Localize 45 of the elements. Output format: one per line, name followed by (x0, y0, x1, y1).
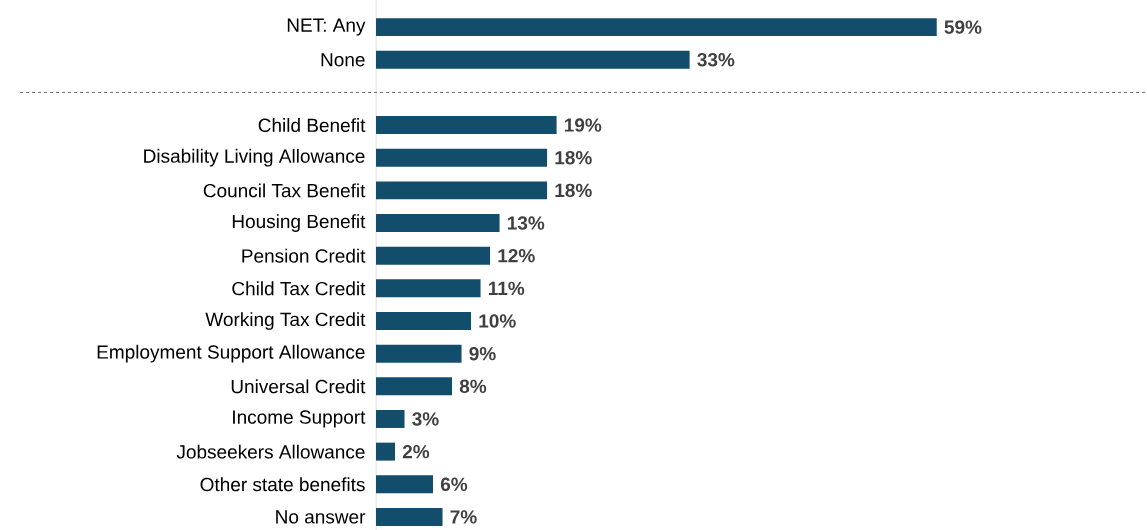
data-label: 13% (507, 216, 545, 230)
y-tick-label: Disability Living Allowance (144, 148, 365, 167)
bar (376, 475, 434, 494)
data-label: 7% (450, 510, 477, 524)
bar (376, 50, 690, 69)
y-tick-label: Universal Credit (231, 379, 366, 394)
data-label: 9% (469, 346, 496, 361)
bar (376, 377, 453, 396)
bar (376, 507, 443, 526)
y-tick-label: Jobseekers Allowance (176, 444, 365, 459)
data-label: 8% (459, 379, 487, 394)
data-label: 2% (402, 444, 430, 459)
data-label: 18% (555, 183, 592, 198)
data-label: 59% (944, 20, 982, 34)
y-tick-label: Housing Benefit (232, 214, 366, 232)
bar (376, 148, 548, 167)
bar (376, 181, 548, 200)
y-tick-label: Pension Credit (242, 248, 366, 263)
y-tick-label: Council Tax Benefit (203, 183, 366, 198)
data-label: 33% (697, 53, 735, 67)
bar (376, 214, 500, 233)
bar (376, 116, 557, 135)
y-tick-label: Income Support (233, 410, 366, 428)
y-tick-label: Working Tax Credit (205, 312, 366, 330)
bar (376, 246, 491, 265)
y-tick-label: Other state benefits (200, 477, 365, 492)
y-tick-label: NET: Any (287, 18, 366, 36)
y-tick-label: No answer (276, 510, 366, 524)
data-label: 6% (440, 477, 468, 492)
data-label: 18% (555, 151, 592, 165)
data-label: 10% (479, 314, 516, 328)
data-label: 3% (412, 412, 439, 426)
bar (376, 18, 937, 37)
bar (376, 344, 462, 363)
data-label: 12% (498, 248, 535, 263)
bar (376, 279, 481, 298)
bar (376, 312, 472, 330)
bar (376, 410, 405, 428)
y-tick-label: None (321, 53, 365, 67)
y-tick-label: Child Benefit (258, 118, 366, 133)
y-tick-label: Employment Support Allowance (97, 344, 365, 363)
data-label: 11% (488, 281, 525, 296)
y-tick-label: Child Tax Credit (232, 281, 366, 296)
bar (376, 442, 396, 461)
data-label: 19% (564, 118, 602, 132)
